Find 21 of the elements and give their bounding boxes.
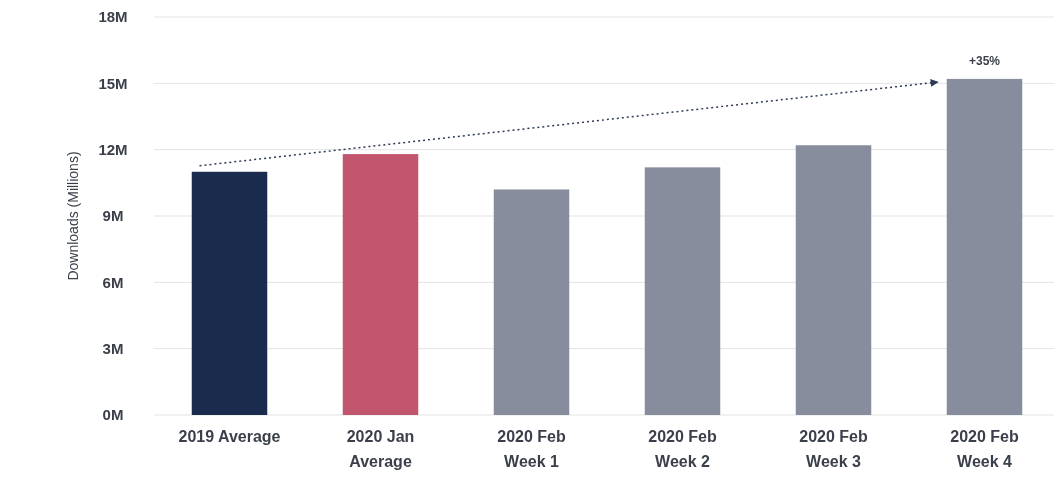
y-tick-label: 0M <box>102 406 124 424</box>
bar <box>946 78 1023 415</box>
y-tick-label: 3M <box>102 339 124 357</box>
x-tick-label: 2020 Jan Average <box>346 428 415 470</box>
x-tick-label: 2020 Feb Week 2 <box>648 428 717 470</box>
y-axis-title: Downloads (Millions) <box>65 151 81 281</box>
y-tick-label: 9M <box>102 207 124 225</box>
x-tick-label: 2019 Average <box>178 428 281 445</box>
annotation: +35% <box>968 53 1001 68</box>
x-tick-label: 2020 Feb Week 4 <box>950 428 1019 470</box>
bar <box>493 189 570 415</box>
bar <box>644 167 721 415</box>
y-tick-label: 12M <box>98 140 128 158</box>
y-tick-label: 15M <box>98 74 128 92</box>
bar <box>342 154 419 415</box>
bar <box>191 171 268 415</box>
y-tick-label: 18M <box>98 8 128 26</box>
bar <box>795 145 872 415</box>
y-tick-label: 6M <box>102 273 124 291</box>
x-tick-label: 2020 Feb Week 1 <box>497 428 566 470</box>
x-tick-label: 2020 Feb Week 3 <box>799 428 868 470</box>
